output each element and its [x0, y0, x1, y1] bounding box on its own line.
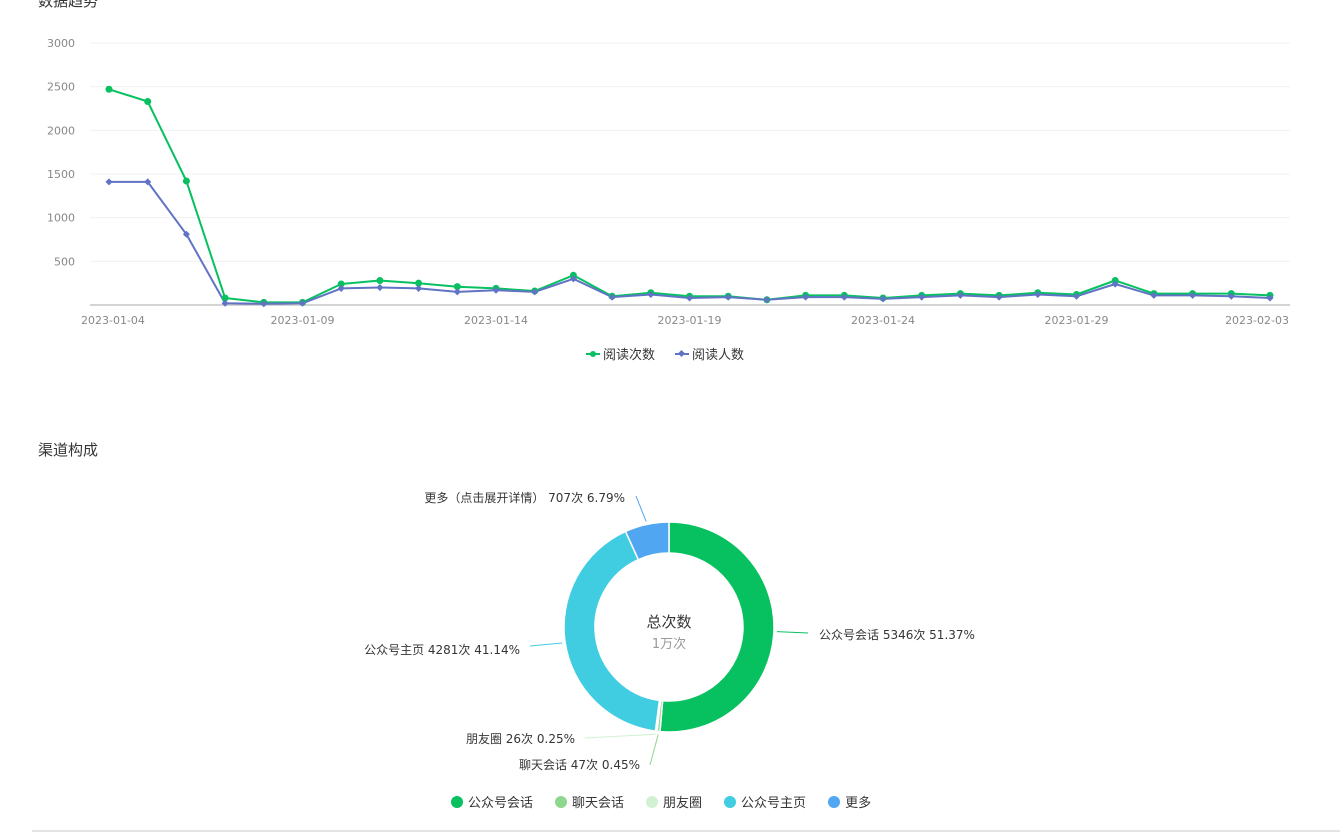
legend-marker	[586, 349, 600, 359]
slice-label: 公众号会话 5346次 51.37%	[819, 628, 975, 642]
slice-label: 聊天会话 47次 0.45%	[519, 758, 640, 772]
data-point-series-2[interactable]	[376, 283, 384, 292]
legend-label: 阅读次数	[603, 348, 656, 363]
channel-section-title: 渠道构成	[38, 441, 99, 459]
legend-label: 公众号会话	[468, 796, 534, 811]
legend-item-series-2[interactable]: 阅读人数	[675, 344, 744, 363]
data-point-series-2[interactable]	[569, 275, 577, 283]
data-point-series-2[interactable]	[221, 299, 229, 307]
donut-slice[interactable]	[624, 521, 670, 561]
donut-slice[interactable]	[563, 530, 661, 732]
slice-label-leader	[584, 733, 656, 739]
data-point-series-1[interactable]	[221, 294, 229, 302]
data-point-series-2[interactable]	[802, 293, 810, 301]
legend-dot	[646, 795, 659, 808]
data-point-series-1[interactable]	[453, 283, 461, 291]
legend-dot	[828, 795, 841, 808]
data-point-series-1[interactable]	[182, 177, 190, 185]
y-tick-label: 500	[54, 255, 75, 268]
data-point-series-2[interactable]	[260, 300, 268, 308]
y-tick-label: 3000	[47, 37, 75, 50]
x-tick-label: 2023-01-24	[851, 314, 915, 327]
data-point-series-2[interactable]	[724, 293, 732, 301]
data-point-series-1[interactable]	[415, 279, 423, 287]
data-point-series-2[interactable]	[995, 293, 1003, 301]
y-tick-label: 1000	[47, 212, 75, 225]
data-point-series-2[interactable]	[453, 288, 461, 296]
slice-label-leader	[529, 642, 563, 647]
data-point-series-1[interactable]	[144, 98, 152, 106]
data-point-series-2[interactable]	[144, 178, 152, 186]
x-tick-label: 2023-01-14	[464, 314, 528, 327]
legend-item-slice-2[interactable]: 聊天会话	[555, 792, 624, 811]
data-point-series-2[interactable]	[840, 293, 848, 301]
legend-dot	[555, 795, 568, 808]
trend-section-title: 数据趋势	[38, 0, 99, 10]
y-tick-label: 1500	[47, 168, 75, 181]
data-point-series-2[interactable]	[956, 291, 964, 299]
slice-label-leader	[649, 734, 659, 766]
data-point-series-1[interactable]	[105, 85, 113, 93]
data-point-series-2[interactable]	[298, 299, 307, 307]
slice-label: 朋友圈 26次 0.25%	[466, 732, 575, 746]
legend-label: 公众号主页	[741, 796, 807, 811]
legend-item-slice-5[interactable]: 更多	[828, 792, 871, 811]
data-point-series-2[interactable]	[879, 295, 887, 303]
donut-center-label: 总次数	[646, 613, 691, 631]
data-point-series-2[interactable]	[608, 293, 616, 301]
data-point-series-1[interactable]	[337, 280, 345, 288]
y-tick-label: 2000	[47, 124, 75, 137]
data-point-series-1[interactable]	[376, 277, 384, 285]
legend-label: 更多	[845, 796, 872, 811]
legend-dot	[724, 795, 737, 808]
slice-label-leader	[776, 631, 809, 634]
x-tick-label: 2023-01-29	[1045, 314, 1109, 327]
x-tick-label: 2023-01-19	[658, 314, 722, 327]
data-point-series-2[interactable]	[918, 293, 926, 301]
data-point-series-2[interactable]	[531, 288, 539, 296]
donut-slice[interactable]	[659, 521, 775, 733]
trend-legend: 阅读次数 阅读人数	[586, 344, 744, 363]
legend-label: 阅读人数	[692, 348, 745, 363]
channel-legend: 公众号会话 聊天会话 朋友圈 公众号主页 更多	[451, 792, 871, 811]
legend-marker	[675, 349, 690, 359]
data-point-series-2[interactable]	[647, 290, 655, 299]
x-tick-label: 2023-02-03	[1225, 314, 1289, 327]
data-point-series-2[interactable]	[337, 284, 345, 292]
donut-center-value: 1万次	[652, 636, 686, 652]
legend-item-slice-1[interactable]: 公众号会话	[451, 792, 533, 811]
legend-dot	[451, 795, 463, 808]
legend-item-series-1[interactable]: 阅读次数	[586, 344, 655, 363]
data-point-series-2[interactable]	[685, 294, 694, 302]
x-tick-label: 2023-01-04	[81, 314, 145, 327]
legend-label: 聊天会话	[572, 796, 625, 811]
data-point-series-2[interactable]	[763, 296, 771, 304]
x-tick-label: 2023-01-09	[271, 314, 335, 327]
legend-item-slice-3[interactable]: 朋友圈	[646, 792, 702, 811]
slice-label: 公众号主页 4281次 41.14%	[364, 643, 520, 657]
y-tick-label: 2500	[47, 81, 75, 94]
legend-item-slice-4[interactable]: 公众号主页	[724, 792, 806, 811]
slice-label-leader	[635, 495, 647, 522]
data-point-series-2[interactable]	[415, 284, 423, 292]
slice-label: 更多（点击展开详情） 707次 6.79%	[424, 490, 625, 505]
data-point-series-2[interactable]	[182, 230, 190, 238]
data-point-series-2[interactable]	[492, 286, 500, 294]
bottom-divider	[32, 830, 1340, 832]
legend-label: 朋友圈	[663, 796, 703, 811]
trend-line-chart: 500 1000 1500 2000 2500 3000 2023-01-04 2023-01…	[47, 37, 1290, 327]
data-point-series-2[interactable]	[105, 178, 113, 186]
